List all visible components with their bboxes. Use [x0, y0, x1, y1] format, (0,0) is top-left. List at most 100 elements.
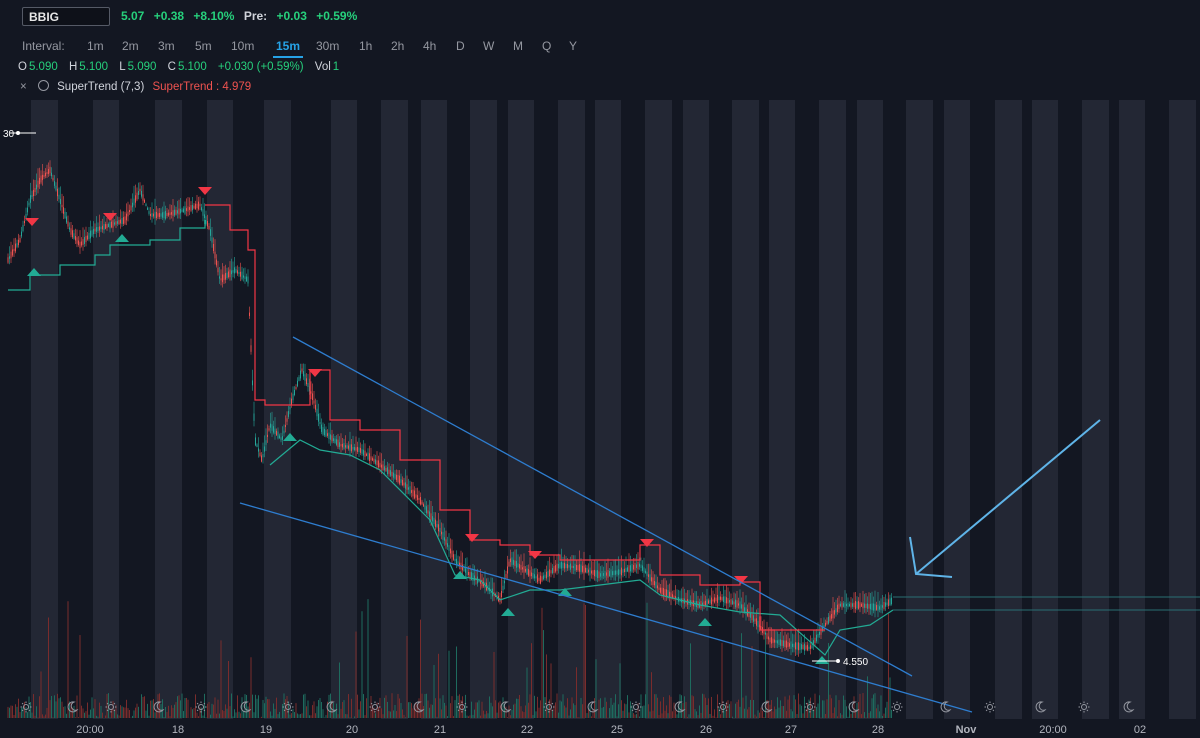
moon-icon [413, 701, 425, 713]
interval-1m[interactable]: 1m [87, 39, 104, 53]
high-value: 5.100 [79, 61, 109, 73]
low-label: L [119, 61, 126, 73]
interval-w[interactable]: W [483, 39, 495, 53]
sell-signal-marker [528, 551, 542, 559]
x-axis-label: 18 [172, 724, 184, 736]
moon-icon [500, 701, 512, 713]
sun-icon [717, 701, 729, 713]
session-band [732, 100, 759, 719]
ohlc-legend: O 5.090 H 5.100 L 5.090 C 5.100 +0.030 (+0.5… [18, 61, 347, 73]
sun-icon [804, 701, 816, 713]
eye-icon[interactable] [37, 80, 49, 91]
sell-signal-marker [640, 539, 654, 547]
session-band [331, 100, 357, 719]
last-price: 5.07 [121, 9, 145, 23]
interval-q[interactable]: Q [542, 39, 552, 53]
x-axis-label: 20 [346, 724, 358, 736]
indicator-value: SuperTrend : 4.979 [152, 81, 252, 93]
interval-m[interactable]: M [513, 39, 523, 53]
x-axis-label: 28 [872, 724, 884, 736]
premarket-change-pct: +0.59% [316, 9, 358, 23]
upper-trendline[interactable] [292, 336, 913, 677]
open-label: O [18, 61, 27, 73]
moon-icon [67, 701, 79, 713]
session-band [31, 100, 58, 719]
buy-signal-marker [115, 234, 129, 242]
session-band [944, 100, 970, 719]
symbol-input[interactable]: BBIG [22, 7, 110, 26]
buy-signal-marker [501, 608, 515, 616]
interval-15m[interactable]: 15m [272, 39, 304, 58]
session-band [1032, 100, 1058, 719]
interval-10m[interactable]: 10m [231, 39, 255, 53]
x-axis-label: 02 [1134, 724, 1146, 736]
interval-4h[interactable]: 4h [423, 39, 437, 53]
session-band [508, 100, 534, 719]
sun-icon [20, 701, 32, 713]
x-axis-label: 21 [434, 724, 446, 736]
moon-icon [940, 701, 952, 713]
sun-icon [543, 701, 555, 713]
moon-icon [674, 701, 686, 713]
close-icon[interactable]: × [20, 81, 27, 93]
moon-icon [587, 701, 599, 713]
session-band [470, 100, 497, 719]
low-price-label: 4.550 [843, 657, 868, 668]
sun-icon [630, 701, 642, 713]
session-band [769, 100, 795, 719]
sun-icon [195, 701, 207, 713]
sell-signal-marker [308, 369, 322, 377]
x-axis-label: 22 [521, 724, 533, 736]
x-axis-label: 20:00 [76, 724, 104, 736]
session-band [1082, 100, 1109, 719]
x-axis-label: 20:00 [1039, 724, 1067, 736]
sell-signal-marker [25, 218, 39, 226]
moon-icon [240, 701, 252, 713]
sun-icon [105, 701, 117, 713]
sell-signal-marker [103, 213, 117, 221]
interval-d[interactable]: D [456, 39, 465, 53]
close-label: C [167, 61, 176, 73]
low-value: 5.090 [127, 61, 157, 73]
session-band [558, 100, 585, 719]
moon-icon [153, 701, 165, 713]
sun-icon [1078, 701, 1090, 713]
interval-2m[interactable]: 2m [122, 39, 139, 53]
indicator-name[interactable]: SuperTrend (7,3) [57, 81, 145, 93]
symbol-header: BBIG 5.07 +0.38 +8.10% Pre: +0.03 +0.59% [0, 0, 1200, 34]
session-band [645, 100, 672, 719]
moon-icon [761, 701, 773, 713]
volume-label: Vol [314, 61, 331, 73]
x-axis-label: 26 [700, 724, 712, 736]
session-band [155, 100, 182, 719]
buy-signal-marker [27, 268, 41, 276]
moon-icon [1123, 701, 1135, 713]
x-axis-label: 27 [785, 724, 797, 736]
sell-signal-marker [198, 187, 212, 195]
interval-y[interactable]: Y [569, 39, 578, 53]
buy-signal-marker [558, 588, 572, 596]
buy-signal-marker [698, 618, 712, 626]
interval-5m[interactable]: 5m [195, 39, 212, 53]
sun-icon [282, 701, 294, 713]
interval-1h[interactable]: 1h [359, 39, 373, 53]
sun-icon [891, 701, 903, 713]
price-change-pct: +8.10% [193, 9, 235, 23]
interval-3m[interactable]: 3m [158, 39, 175, 53]
interval-2h[interactable]: 2h [391, 39, 405, 53]
premarket-label: Pre: [243, 9, 268, 23]
sun-icon [456, 701, 468, 713]
moon-icon [1035, 701, 1047, 713]
ohlc-change: +0.030 (+0.59%) [217, 61, 304, 73]
moon-icon [848, 701, 860, 713]
close-value: 5.100 [177, 61, 207, 73]
session-band [683, 100, 709, 719]
sell-signal-marker [734, 576, 748, 584]
interval-30m[interactable]: 30m [316, 39, 340, 53]
session-band [381, 100, 408, 719]
sun-icon [369, 701, 381, 713]
lower-trendline[interactable] [239, 502, 973, 713]
arrow-annotation[interactable] [909, 419, 1101, 578]
interval-toolbar: Interval: 1m 2m 3m 5m 10m 15m 30m 1h 2h … [0, 34, 1200, 58]
